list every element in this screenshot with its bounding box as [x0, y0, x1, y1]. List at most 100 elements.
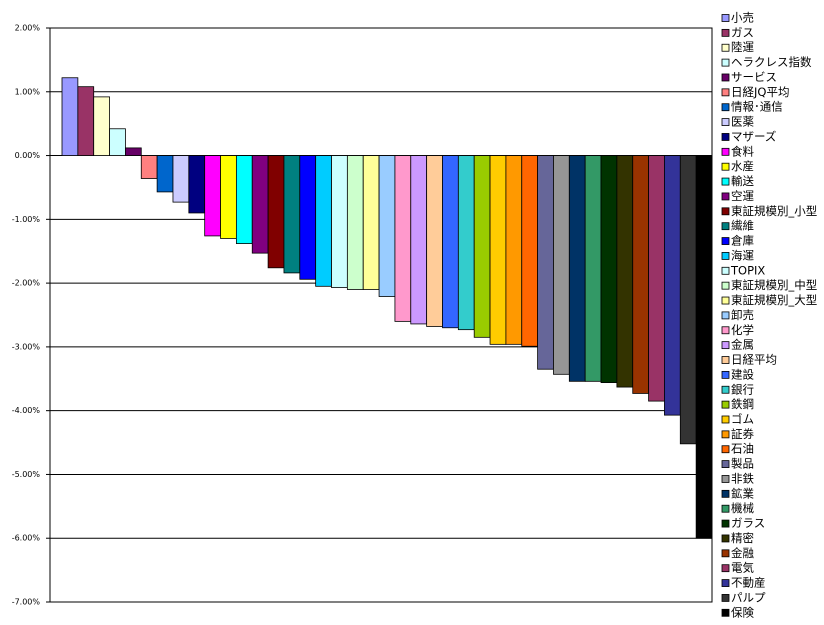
legend-swatch — [721, 400, 730, 409]
legend-swatch — [721, 326, 730, 335]
legend-swatch — [721, 415, 730, 424]
bar — [251, 155, 269, 254]
legend-swatch — [721, 103, 730, 112]
legend-label: ヘラクレス指数 — [731, 55, 812, 69]
legend-label: 倉庫 — [731, 234, 754, 248]
legend-swatch — [721, 133, 730, 141]
bar — [77, 86, 95, 156]
bar — [473, 155, 491, 338]
legend-swatch — [721, 564, 730, 573]
legend-swatch — [721, 88, 730, 97]
legend-swatch — [721, 430, 730, 439]
bar — [664, 155, 681, 416]
bar — [172, 155, 190, 203]
legend-label: 小売 — [731, 11, 754, 25]
legend-swatch — [721, 549, 730, 558]
legend-label: サービス — [731, 70, 777, 84]
bar — [410, 155, 428, 325]
legend-swatch — [721, 252, 730, 260]
bar — [156, 155, 174, 193]
legend-label: 精密 — [731, 531, 754, 545]
legend-swatch — [721, 43, 730, 52]
legend-label: 保険 — [731, 605, 754, 619]
legend-label: 東証規模別_大型 — [731, 293, 817, 307]
legend-label: 食料 — [731, 144, 754, 158]
legend-label: ガラス — [731, 516, 765, 530]
bar — [346, 155, 364, 290]
legend-label: 日経平均 — [731, 353, 777, 367]
legend-label: 鉄鋼 — [731, 397, 754, 411]
y-tick-label: -7.00% — [12, 598, 41, 607]
legend-label: 日経JQ平均 — [731, 85, 789, 99]
legend-swatch — [721, 192, 730, 201]
y-tick-label: -3.00% — [12, 342, 41, 351]
bar — [378, 155, 396, 297]
legend-swatch — [721, 177, 730, 186]
legend-swatch — [721, 162, 730, 171]
y-tick-label: 1.00% — [15, 87, 41, 96]
legend-label: 石油 — [731, 442, 754, 456]
legend-label: 東証規模別_小型 — [731, 204, 817, 218]
bar — [616, 155, 634, 388]
legend-swatch — [721, 28, 730, 37]
y-tick-label: -5.00% — [12, 470, 41, 479]
bar — [109, 128, 126, 156]
legend-label: 機械 — [731, 501, 754, 515]
legend-swatch — [721, 281, 730, 290]
legend-swatch — [721, 489, 730, 498]
legend-label: 製品 — [731, 457, 754, 471]
bar — [442, 155, 459, 329]
legend-swatch — [721, 14, 730, 22]
legend-label: 建設 — [731, 367, 754, 381]
bar — [489, 155, 507, 345]
legend-label: 海運 — [731, 248, 754, 262]
bar — [553, 155, 570, 375]
y-tick-label: -6.00% — [12, 534, 41, 543]
bar — [299, 155, 317, 280]
bar — [204, 155, 221, 237]
bar — [521, 155, 539, 347]
legend-swatch — [721, 266, 730, 275]
legend-label: 鉱業 — [731, 486, 754, 500]
legend-label: 卸売 — [731, 308, 754, 322]
y-tick-label: -2.00% — [12, 279, 41, 288]
legend-label: マザーズ — [731, 129, 776, 143]
legend-label: 証券 — [731, 427, 754, 441]
legend-swatch — [721, 237, 730, 245]
legend-swatch — [721, 341, 730, 350]
bar — [632, 155, 649, 394]
bar — [125, 147, 142, 156]
legend-swatch — [721, 207, 730, 216]
bar — [283, 155, 301, 274]
legend-swatch — [721, 385, 730, 394]
bar — [220, 155, 237, 239]
bar — [93, 96, 110, 156]
bar — [679, 155, 697, 445]
legend-swatch — [721, 73, 730, 82]
y-tick-label: 0.00% — [15, 151, 41, 160]
legend-label: ゴム — [731, 412, 754, 426]
bar — [235, 155, 253, 244]
bar — [362, 155, 380, 290]
legend-swatch — [721, 608, 730, 617]
bar — [695, 155, 713, 539]
bar — [457, 155, 475, 331]
bar — [505, 155, 523, 345]
legend-label: 電気 — [731, 561, 754, 575]
legend-swatch — [721, 370, 730, 379]
legend-label: TOPIX — [730, 263, 765, 277]
y-tick-label: 2.00% — [15, 24, 41, 33]
legend-swatch — [721, 147, 730, 156]
legend-label: 輸送 — [731, 174, 754, 188]
legend-label: 医薬 — [731, 115, 754, 129]
bar — [331, 155, 348, 288]
bar — [648, 155, 665, 402]
bar — [584, 155, 602, 382]
legend-swatch — [721, 534, 730, 543]
legend-swatch — [721, 296, 730, 305]
legend-label: 陸運 — [731, 40, 754, 54]
bar — [568, 155, 586, 382]
legend-label: 繊維 — [731, 219, 754, 233]
legend-swatch — [721, 475, 730, 483]
